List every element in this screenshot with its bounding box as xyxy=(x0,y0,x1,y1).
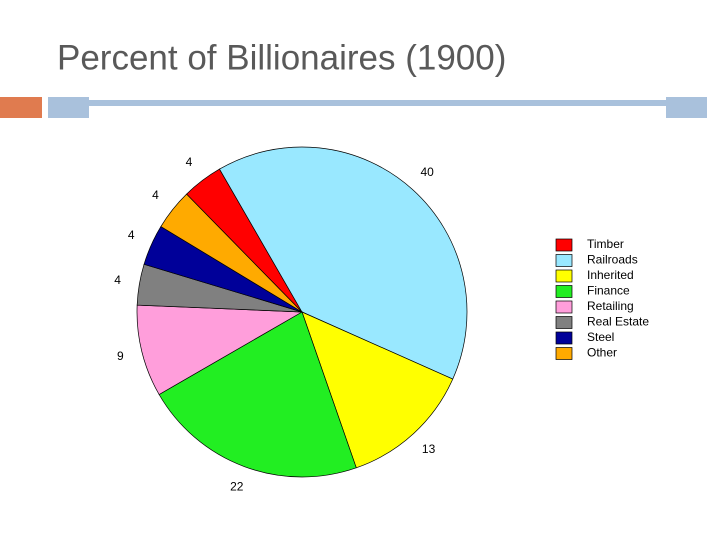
value-label: 4 xyxy=(114,273,121,287)
legend-swatch xyxy=(555,238,573,252)
legend-swatch xyxy=(555,285,573,298)
accent-line xyxy=(89,100,666,106)
legend-swatch xyxy=(555,254,573,267)
accent-block xyxy=(666,97,707,118)
accent-block xyxy=(48,97,89,118)
pie-slice xyxy=(219,146,468,380)
legend-label: Real Estate xyxy=(587,315,649,329)
legend-label: Timber xyxy=(587,237,624,251)
chart-title: Percent of Billionaires (1900) xyxy=(57,38,506,77)
accent-block xyxy=(0,97,42,118)
value-label: 40 xyxy=(420,165,434,179)
value-label: 4 xyxy=(186,155,193,169)
value-label: 13 xyxy=(422,442,436,456)
value-label: 4 xyxy=(128,228,135,242)
legend-swatch xyxy=(555,347,573,360)
legend-swatch xyxy=(555,300,573,314)
legend-label: Inherited xyxy=(587,268,634,282)
value-label: 4 xyxy=(152,188,159,202)
legend-label: Railroads xyxy=(587,253,638,267)
legend-swatch xyxy=(555,331,573,345)
pie-slice xyxy=(301,311,454,469)
pie-slice xyxy=(136,304,304,395)
legend-label: Finance xyxy=(587,284,630,298)
legend-swatch xyxy=(555,269,573,283)
value-label: 22 xyxy=(230,479,244,493)
value-label: 9 xyxy=(117,349,124,363)
legend-swatch xyxy=(555,316,573,329)
pie-slice xyxy=(160,193,303,313)
legend-label: Other xyxy=(587,346,617,360)
legend-label: Retailing xyxy=(587,299,634,313)
pie-slice xyxy=(158,311,357,478)
legend-label: Steel xyxy=(587,330,614,344)
